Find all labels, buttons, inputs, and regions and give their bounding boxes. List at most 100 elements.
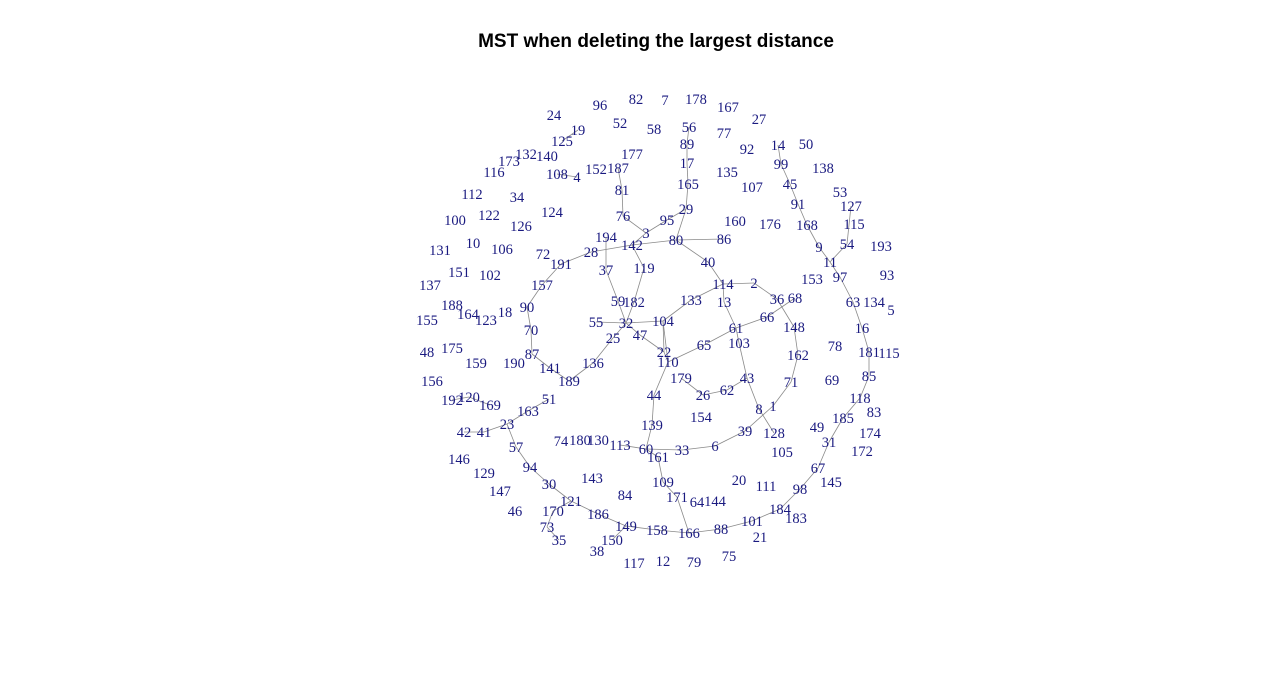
node-label: 43 bbox=[740, 371, 755, 387]
edge-94-57 bbox=[515, 446, 531, 468]
node-label: 27 bbox=[752, 112, 767, 128]
node-label: 140 bbox=[536, 149, 558, 165]
edge-81-76 bbox=[621, 189, 624, 217]
node-label: 55 bbox=[589, 315, 604, 331]
node-label: 106 bbox=[491, 242, 513, 258]
edge-layer bbox=[451, 126, 870, 541]
node-label: 7 bbox=[661, 93, 668, 109]
node-label: 160 bbox=[724, 214, 746, 230]
node-label: 53 bbox=[833, 185, 848, 201]
node-label: 144 bbox=[704, 494, 727, 510]
node-label: 86 bbox=[717, 232, 732, 248]
node-label: 32 bbox=[619, 316, 634, 332]
node-label: 89 bbox=[680, 137, 695, 153]
edge-40-80 bbox=[675, 239, 709, 263]
edge-60-113 bbox=[619, 444, 647, 450]
node-label: 31 bbox=[822, 435, 837, 451]
node-label: 189 bbox=[558, 374, 580, 390]
node-label: 46 bbox=[508, 504, 523, 520]
node-label: 47 bbox=[633, 328, 648, 344]
edge-170-73 bbox=[546, 510, 554, 528]
node-label: 181 bbox=[858, 345, 880, 361]
edge-110-44 bbox=[653, 361, 669, 396]
edge-28-191 bbox=[560, 251, 592, 265]
edge-133-104 bbox=[662, 299, 692, 322]
node-label: 73 bbox=[540, 520, 555, 536]
node-label: 13 bbox=[717, 295, 732, 311]
node-label: 78 bbox=[828, 339, 843, 355]
node-label: 49 bbox=[810, 420, 825, 436]
node-label: 34 bbox=[510, 190, 525, 206]
node-label: 142 bbox=[621, 238, 643, 254]
edge-99-14 bbox=[777, 144, 782, 165]
node-label: 188 bbox=[441, 298, 463, 314]
edge-23-163 bbox=[506, 410, 529, 425]
edge-26-179 bbox=[680, 377, 704, 396]
edge-192-120 bbox=[451, 396, 470, 401]
edge-25-32 bbox=[612, 322, 627, 339]
node-label: 141 bbox=[539, 361, 561, 377]
node-label: 92 bbox=[740, 142, 755, 158]
node-label: 41 bbox=[477, 425, 492, 441]
node-label: 33 bbox=[675, 443, 690, 459]
edge-39-1 bbox=[744, 405, 774, 432]
edge-119-142 bbox=[631, 244, 645, 269]
node-label: 162 bbox=[787, 348, 809, 364]
node-label: 166 bbox=[678, 526, 700, 542]
edge-184-98 bbox=[779, 488, 801, 510]
edge-57-23 bbox=[506, 423, 517, 448]
node-label: 131 bbox=[429, 243, 451, 259]
node-label: 24 bbox=[547, 108, 562, 124]
node-label: 103 bbox=[728, 336, 750, 352]
node-label: 175 bbox=[441, 341, 463, 357]
node-label: 153 bbox=[801, 272, 823, 288]
node-label: 192 bbox=[441, 393, 463, 409]
node-label: 148 bbox=[783, 320, 805, 336]
node-label: 76 bbox=[616, 209, 631, 225]
edge-66-68 bbox=[766, 297, 796, 318]
node-label: 125 bbox=[551, 134, 573, 150]
edge-62-26 bbox=[702, 389, 728, 396]
node-label: 95 bbox=[660, 213, 675, 229]
node-label: 108 bbox=[546, 167, 568, 183]
node-label: 51 bbox=[542, 392, 557, 408]
edge-6-39 bbox=[714, 430, 746, 447]
edge-88-101 bbox=[720, 520, 753, 530]
node-label: 65 bbox=[697, 338, 712, 354]
node-label: 5 bbox=[887, 303, 894, 319]
node-label: 75 bbox=[722, 549, 737, 565]
node-label: 58 bbox=[647, 122, 662, 138]
edge-9-168 bbox=[806, 224, 820, 248]
node-label: 84 bbox=[618, 488, 633, 504]
node-label: 110 bbox=[657, 355, 678, 371]
node-label: 23 bbox=[500, 417, 515, 433]
node-label: 3 bbox=[642, 226, 649, 242]
node-label: 1 bbox=[769, 399, 776, 415]
node-label: 16 bbox=[855, 321, 870, 337]
node-label: 20 bbox=[732, 473, 747, 489]
node-label: 22 bbox=[657, 345, 672, 361]
edge-149-186 bbox=[597, 513, 627, 527]
edge-47-22 bbox=[639, 334, 665, 353]
node-label: 21 bbox=[753, 530, 768, 546]
edge-166-88 bbox=[688, 528, 722, 534]
node-label: 146 bbox=[448, 452, 470, 468]
node-label: 184 bbox=[769, 502, 792, 518]
node-label: 145 bbox=[820, 475, 842, 491]
node-label: 6 bbox=[711, 439, 718, 455]
node-label: 179 bbox=[670, 371, 692, 387]
node-label: 19 bbox=[571, 123, 586, 139]
node-label: 52 bbox=[613, 116, 628, 132]
node-label: 127 bbox=[840, 199, 862, 215]
edge-61-66 bbox=[735, 316, 768, 329]
edge-13-61 bbox=[723, 301, 737, 329]
node-label: 38 bbox=[590, 544, 605, 560]
node-label: 12 bbox=[656, 554, 671, 570]
node-label: 167 bbox=[717, 100, 739, 116]
node-label: 164 bbox=[457, 307, 480, 323]
edge-182-119 bbox=[633, 267, 645, 303]
edge-148-36 bbox=[776, 298, 795, 328]
node-label: 100 bbox=[444, 213, 466, 229]
